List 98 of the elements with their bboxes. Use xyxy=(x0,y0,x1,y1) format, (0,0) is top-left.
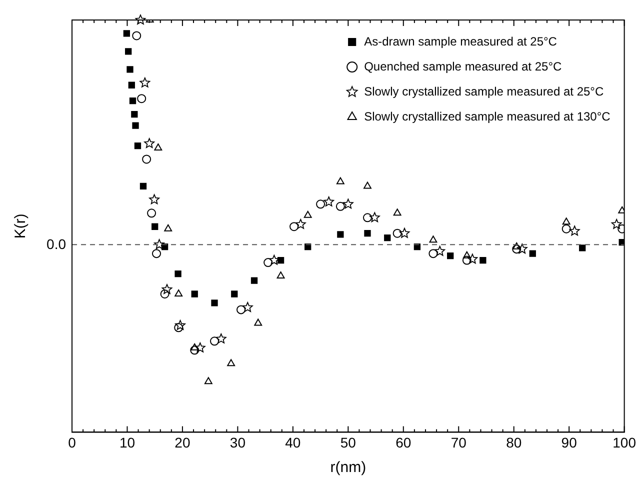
point xyxy=(135,14,146,24)
point xyxy=(132,31,142,40)
point xyxy=(144,138,155,148)
legend-label: Slowly crystallized sample measured at 130°C xyxy=(364,109,611,124)
point xyxy=(392,228,402,238)
point xyxy=(162,284,172,294)
x-tick-label: 0 xyxy=(68,434,76,450)
legend-label: As-drawn sample measured at 25°C xyxy=(364,34,558,48)
point xyxy=(336,202,345,211)
point xyxy=(194,342,206,352)
point xyxy=(336,177,344,184)
point xyxy=(149,194,160,204)
point xyxy=(216,333,226,344)
point xyxy=(211,300,218,306)
point xyxy=(480,256,486,264)
point xyxy=(393,208,402,216)
point xyxy=(364,182,372,189)
point xyxy=(268,254,280,265)
point xyxy=(434,246,446,256)
point xyxy=(429,236,438,243)
ref-line-label: 0.0 xyxy=(46,236,66,252)
point xyxy=(128,82,135,88)
point xyxy=(190,343,199,350)
x-tick-label: 10 xyxy=(119,434,136,450)
legend-label: Quenched sample measured at 25°C xyxy=(364,59,562,74)
point xyxy=(160,289,170,298)
point xyxy=(264,258,273,268)
point xyxy=(175,320,186,330)
point xyxy=(152,249,162,258)
point xyxy=(147,208,156,218)
x-tick-label: 80 xyxy=(506,434,522,450)
point xyxy=(516,244,528,254)
point xyxy=(399,228,410,238)
point xyxy=(174,289,183,296)
point xyxy=(277,256,284,264)
x-tick-label: 100 xyxy=(612,434,636,450)
point xyxy=(254,318,262,326)
point xyxy=(462,251,471,258)
point xyxy=(512,242,521,250)
point xyxy=(428,249,438,258)
point xyxy=(384,234,391,242)
point xyxy=(142,154,152,164)
point xyxy=(324,196,334,206)
point xyxy=(125,48,132,55)
point xyxy=(190,346,200,355)
point xyxy=(362,213,372,222)
point xyxy=(129,98,136,104)
legend-label: Slowly crystallized sample measured at 25°C xyxy=(364,84,604,98)
point xyxy=(204,377,212,384)
point xyxy=(131,110,138,118)
point xyxy=(227,359,236,366)
point xyxy=(132,122,139,129)
point xyxy=(123,30,130,37)
point xyxy=(562,218,570,225)
point xyxy=(447,252,454,260)
point xyxy=(236,305,246,314)
y-axis-title: K(r) xyxy=(12,214,30,239)
point xyxy=(569,226,580,236)
point xyxy=(174,270,182,278)
point xyxy=(154,144,162,151)
point xyxy=(140,77,150,88)
point xyxy=(579,244,586,252)
point xyxy=(364,230,371,237)
point xyxy=(316,200,326,209)
point xyxy=(126,66,134,73)
point xyxy=(276,272,285,279)
point xyxy=(152,223,158,230)
point xyxy=(562,224,571,234)
x-tick-label: 50 xyxy=(340,434,356,450)
point xyxy=(140,182,147,190)
point xyxy=(210,336,219,346)
x-tick-label: 40 xyxy=(285,434,301,450)
point xyxy=(342,198,354,209)
point xyxy=(304,210,312,218)
x-tick-label: 20 xyxy=(174,434,190,450)
point xyxy=(174,323,184,332)
point xyxy=(529,250,536,257)
point xyxy=(242,302,253,312)
point xyxy=(467,254,478,264)
point xyxy=(512,244,522,254)
point xyxy=(137,94,146,104)
x-tick-label: 90 xyxy=(561,434,578,450)
point xyxy=(164,224,172,232)
point xyxy=(250,277,258,284)
x-tick-label: 60 xyxy=(396,434,412,450)
x-tick-label: 30 xyxy=(230,434,246,450)
point xyxy=(231,290,238,298)
point xyxy=(295,218,306,229)
point xyxy=(154,239,164,250)
x-axis-title: r(nm) xyxy=(330,459,366,476)
point xyxy=(290,222,299,232)
point xyxy=(134,142,142,150)
point xyxy=(462,256,472,265)
point xyxy=(191,290,198,298)
point xyxy=(369,212,380,222)
x-tick-label: 70 xyxy=(450,434,467,450)
point xyxy=(337,231,344,238)
point xyxy=(611,218,622,229)
